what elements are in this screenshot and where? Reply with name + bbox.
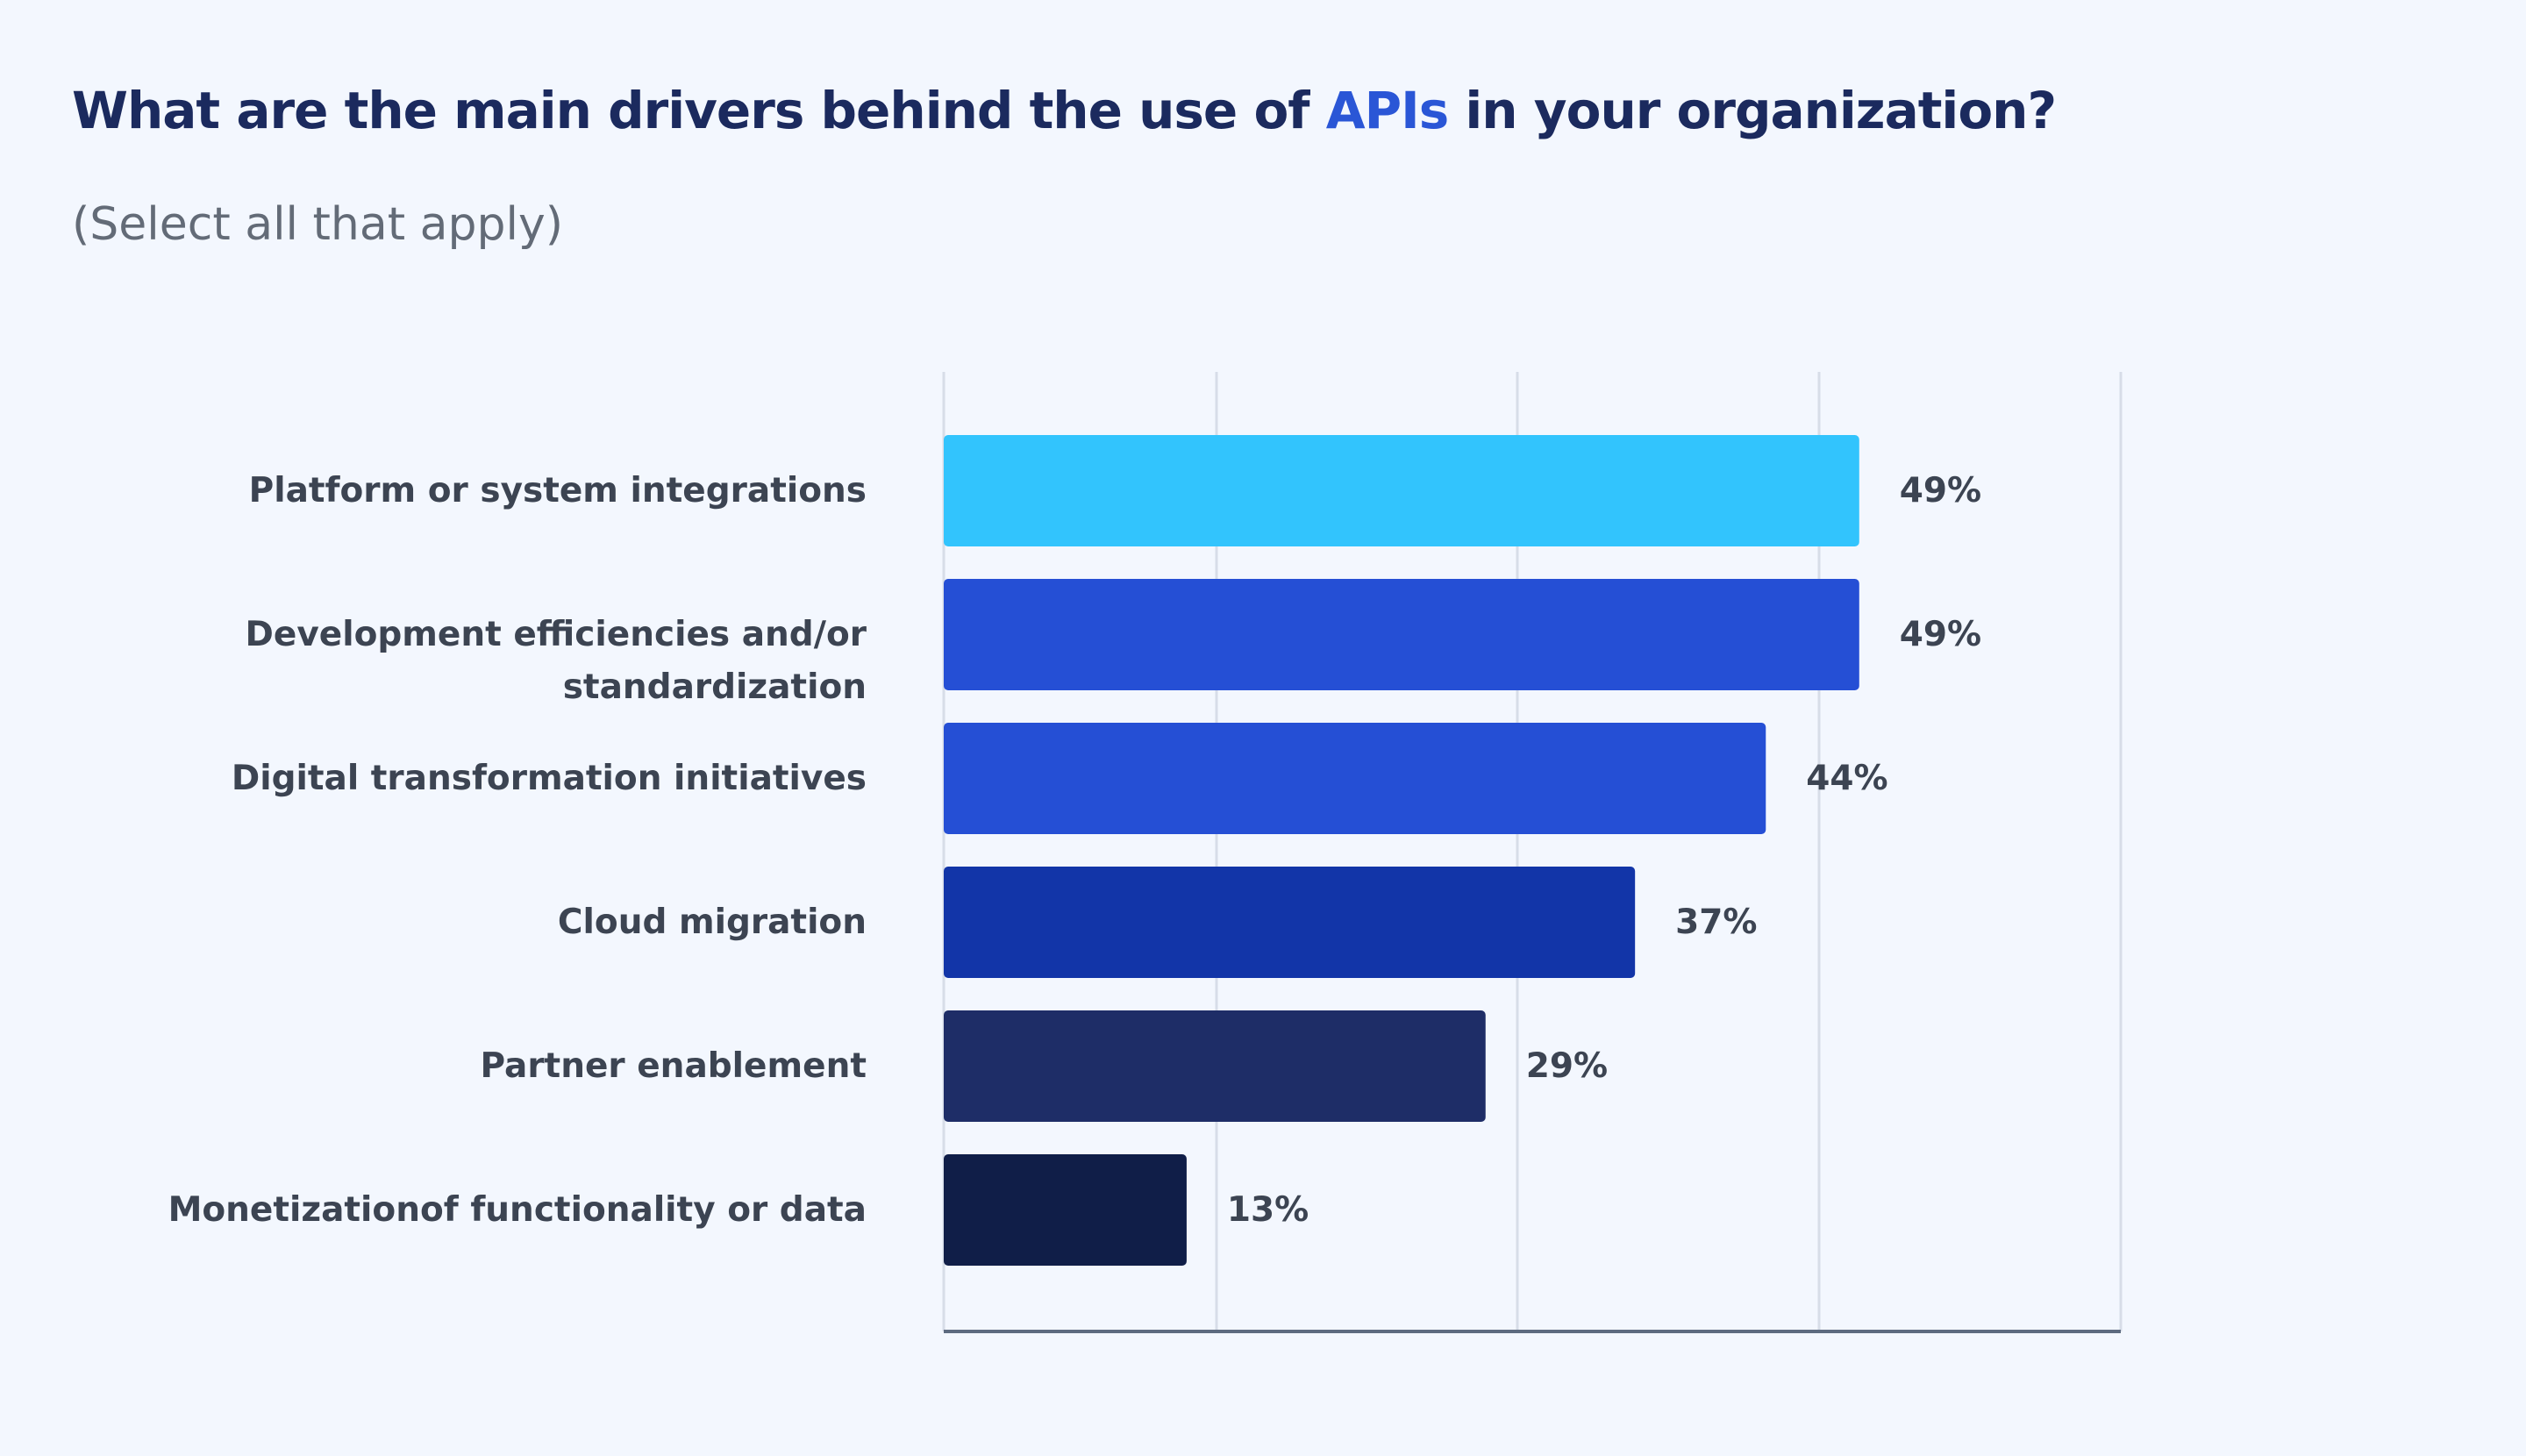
bar-3 [944,867,1636,978]
chart-subtitle: (Select all that apply) [72,198,564,251]
value-label-5: 13% [1227,1190,1309,1230]
title-part-2: in your organization? [1448,81,2057,140]
category-label-2: Digital transformation initiatives [232,759,867,798]
category-label-5: Monetizationof functionality or data [168,1190,867,1230]
category-label-4: Partner enablement [480,1046,867,1086]
chart-title: What are the main drivers behind the use… [72,81,2057,140]
bar-4 [944,1010,1486,1122]
title-accent-apis: APIs [1325,81,1449,140]
value-labels: 49% 49% 44% 37% 29% 13% [1227,471,1981,1230]
category-label-1-line-0: Development efficiencies and/or [246,615,867,654]
bar-1 [944,579,1859,690]
value-label-0: 49% [1900,471,1981,510]
category-labels: Platform or system integrations Developme… [168,471,867,1230]
value-label-4: 29% [1526,1046,1608,1086]
title-part-1: What are the main drivers behind the use… [72,81,1326,140]
value-label-2: 44% [1806,759,1887,798]
category-label-1-line-1: standardization [563,667,867,707]
value-label-3: 37% [1675,903,1757,942]
bar-0 [944,435,1859,546]
category-label-3: Cloud migration [558,903,867,942]
bars-group [944,435,1859,1266]
value-label-1: 49% [1900,615,1981,654]
category-label-0: Platform or system integrations [249,471,867,510]
bar-5 [944,1154,1187,1266]
bar-2 [944,723,1766,834]
